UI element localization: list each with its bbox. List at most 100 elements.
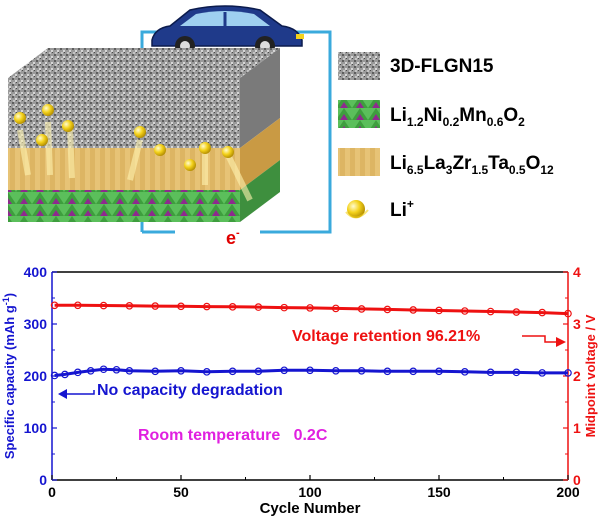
legend-swatch-graphene: [338, 52, 380, 80]
li-ion: [222, 146, 234, 158]
legend: 3D-FLGN15 Li1.2Ni0.2Mn0.6O2 Li6.5La3Zr1.5T…: [390, 56, 554, 221]
legend-label-electrolyte: Li6.5La3Zr1.5Ta0.5O12: [390, 153, 554, 177]
capacity-point: [228, 367, 237, 376]
x-tick-label: 100: [298, 484, 322, 500]
capacity-point: [151, 367, 160, 376]
voltage-point: [383, 305, 392, 314]
capacity-point: [254, 367, 263, 376]
y-left-tick-label: 0: [39, 472, 47, 488]
capacity-point: [383, 367, 392, 376]
graphene-side: [240, 48, 280, 148]
capacity-point: [306, 366, 314, 375]
capacity-point: [74, 368, 82, 377]
voltage-arrow: [522, 335, 558, 343]
li-ion: [184, 159, 196, 171]
voltage-point: [254, 303, 263, 311]
capacity-point: [50, 371, 59, 380]
capacity-point: [357, 366, 366, 375]
voltage-point: [306, 304, 314, 312]
y-right-tick-label: 2: [573, 368, 581, 384]
li-ion: [62, 120, 74, 132]
voltage-point: [357, 305, 366, 313]
legend-swatch-cathode: [338, 100, 380, 128]
x-tick-label: 150: [427, 484, 451, 500]
graphene-top-face: [8, 48, 280, 78]
voltage-point: [228, 303, 237, 311]
y-right-tick-label: 1: [573, 420, 581, 436]
capacity-point: [538, 369, 547, 377]
y-left-tick-label: 100: [24, 420, 48, 436]
li-ion-group: [14, 104, 253, 202]
voltage-point: [99, 301, 108, 310]
li-ion: [154, 144, 166, 156]
voltage-arrow-head: [556, 337, 566, 347]
li-ion: [42, 104, 54, 116]
capacity-point: [435, 367, 443, 376]
y-right-tick-label: 3: [573, 316, 581, 332]
capacity-point: [203, 368, 211, 376]
capacity-point: [486, 368, 495, 377]
x-tick-label: 0: [48, 484, 56, 500]
y-left-tick-label: 300: [24, 316, 48, 332]
cathode-side: [240, 160, 280, 222]
capacity-point: [125, 366, 134, 375]
voltage-point: [203, 302, 211, 311]
li-ion: [36, 134, 48, 146]
voltage-point: [486, 307, 495, 316]
li-ion: [14, 112, 26, 124]
capacity-arrow-head: [58, 389, 67, 399]
voltage-point: [460, 307, 469, 315]
legend-swatch-li-ion: [347, 200, 365, 218]
voltage-point: [74, 301, 82, 310]
capacity-point: [331, 366, 340, 375]
electron-label: e-: [226, 227, 240, 248]
capacity-point: [280, 366, 289, 375]
x-tick-label: 50: [173, 484, 189, 500]
electrolyte-side: [240, 118, 280, 190]
x-tick-label: 200: [556, 484, 580, 500]
voltage-retention-annotation: Voltage retention 96.21%: [292, 328, 480, 345]
y-left-tick-label: 400: [24, 264, 48, 280]
test-condition-annotation: Room temperature 0.2C: [138, 427, 328, 444]
capacity-point: [460, 368, 469, 376]
legend-label-li-ion: Li+: [390, 197, 414, 221]
voltage-point: [564, 309, 572, 318]
voltage-point: [538, 308, 547, 317]
li-ion: [134, 126, 146, 138]
y-right-tick-label: 0: [573, 472, 581, 488]
y-axis-left-label: Specific capacity (mAh g-1): [1, 293, 17, 459]
voltage-point: [177, 302, 185, 311]
capacity-point: [564, 369, 572, 377]
li-ion: [199, 142, 211, 154]
capacity-point: [409, 367, 418, 376]
capacity-point: [99, 365, 108, 374]
legend-label-cathode: Li1.2Ni0.2Mn0.6O2: [390, 105, 525, 129]
capacity-point: [61, 370, 69, 379]
voltage-point: [50, 301, 59, 310]
y-axis-right-label: Midpoint voltage / V: [583, 314, 598, 437]
y-right-tick-label: 4: [573, 264, 581, 280]
voltage-point: [280, 303, 289, 312]
y-left-tick-label: 200: [24, 368, 48, 384]
capacity-point: [86, 366, 95, 375]
voltage-series-line: [54, 303, 569, 316]
cathode-front: [8, 190, 240, 222]
voltage-point: [409, 306, 418, 314]
capacity-point: [512, 368, 521, 377]
capacity-point: [177, 366, 185, 375]
legend-label-graphene: 3D-FLGN15: [390, 56, 494, 77]
capacity-series-line: [54, 367, 568, 377]
voltage-point: [435, 306, 443, 315]
capacity-point: [112, 365, 121, 374]
voltage-point: [125, 301, 134, 310]
x-axis-label: Cycle Number: [260, 500, 361, 516]
battery-schematic: e- 3D-FLGN15 Li1.2Ni0.2Mn0.6O2 Li6.5La3Zr1…: [8, 5, 554, 248]
voltage-point: [331, 304, 340, 313]
capacity-arrow: [66, 390, 95, 395]
legend-swatch-electrolyte: [338, 148, 380, 176]
capacity-annotation: No capacity degradation: [97, 382, 283, 399]
voltage-point: [151, 302, 160, 310]
voltage-point: [512, 308, 521, 316]
